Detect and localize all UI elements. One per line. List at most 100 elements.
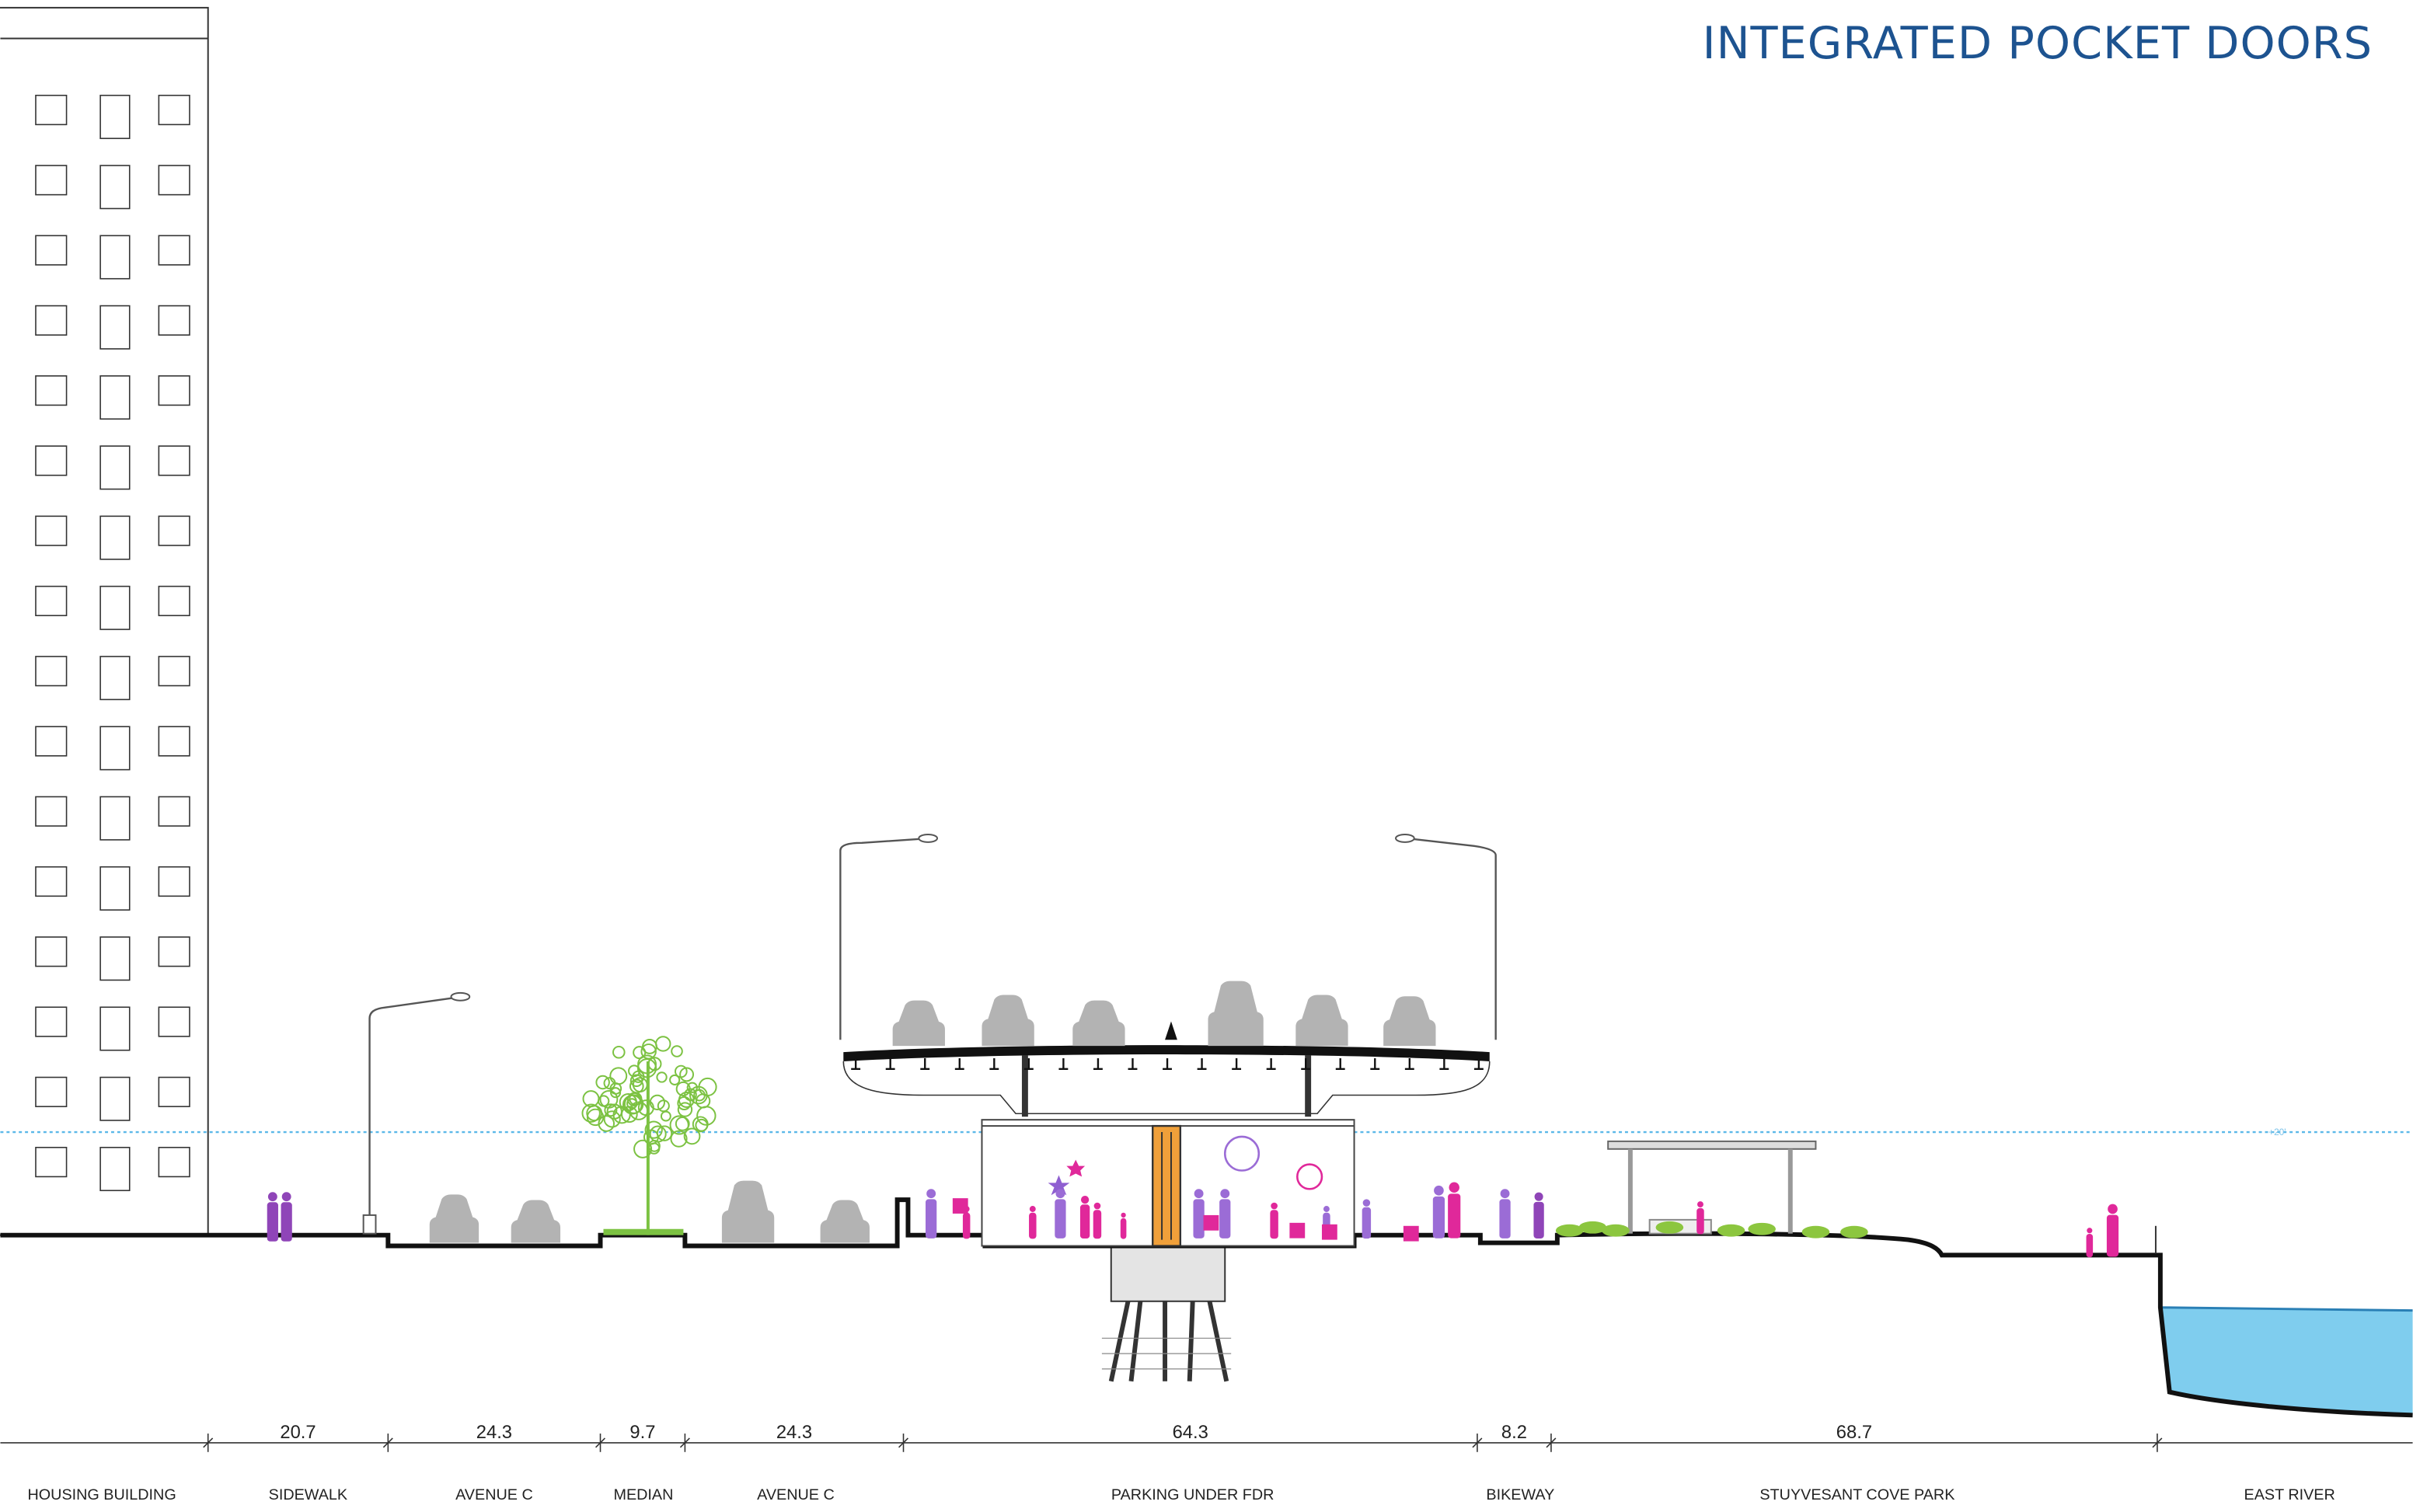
leaf (626, 1092, 641, 1106)
dimension-tick (1546, 1437, 1557, 1448)
person (2086, 1233, 2094, 1258)
window (35, 656, 68, 687)
window (158, 585, 190, 617)
car (1208, 981, 1264, 1047)
window (35, 305, 68, 336)
window (35, 1147, 68, 1178)
section-labels: HOUSING BUILDING SIDEWALK 20.7 AVENUE C 24.3… (27, 1422, 2335, 1503)
leaf (623, 1094, 644, 1114)
rib (1163, 1058, 1172, 1071)
window (35, 94, 68, 126)
leaf (647, 1142, 661, 1155)
rib (851, 1058, 861, 1071)
person (1120, 1218, 1127, 1239)
person (2106, 1214, 2119, 1257)
leaf (633, 1139, 653, 1158)
leaf (670, 1130, 688, 1148)
leaf (610, 1087, 622, 1099)
leaf (586, 1108, 605, 1127)
window (158, 1006, 190, 1037)
window (99, 94, 131, 139)
leaf (677, 1102, 693, 1117)
person (1029, 1212, 1037, 1239)
housing-building (0, 6, 209, 1236)
rib (1301, 1058, 1311, 1071)
leaf (644, 1120, 663, 1139)
fdr-highway (839, 833, 1497, 1117)
person (1079, 1204, 1090, 1239)
window (35, 375, 68, 406)
leaf (660, 1110, 671, 1122)
seat (1321, 1224, 1337, 1240)
seat (952, 1198, 968, 1214)
leaf (696, 1093, 711, 1109)
window (35, 796, 68, 827)
section-label: EAST RIVER (2244, 1486, 2335, 1503)
person (1093, 1202, 1101, 1210)
foundation (1101, 1245, 1232, 1382)
park-shelter-part (1787, 1148, 1793, 1234)
shrub (1840, 1225, 1868, 1239)
window (158, 866, 190, 897)
leaf (632, 1070, 645, 1083)
rib (1439, 1058, 1449, 1071)
section-label: HOUSING BUILDING (27, 1486, 176, 1503)
rib (920, 1058, 930, 1071)
shrub (1748, 1222, 1776, 1235)
leaf (679, 1067, 695, 1082)
section-label: AVENUE C (757, 1486, 835, 1503)
park-shelter (1607, 1140, 1817, 1235)
leaf (621, 1106, 638, 1124)
foundation-part (1101, 1337, 1232, 1370)
section-dimension: 8.2 (1501, 1422, 1527, 1443)
window (99, 656, 131, 701)
fdr-highway-part (1305, 1055, 1312, 1117)
shrub (1602, 1224, 1630, 1237)
window (99, 235, 131, 280)
water-part (2160, 1306, 2413, 1312)
cars (429, 981, 1436, 1243)
section-label: AVENUE C (455, 1486, 533, 1503)
person (1029, 1206, 1036, 1212)
leaf (629, 1101, 649, 1120)
window (158, 796, 190, 827)
fdr-highway-part (1406, 837, 1497, 1040)
person (267, 1192, 277, 1202)
rib (1128, 1058, 1138, 1071)
car (982, 995, 1034, 1047)
car (511, 1200, 561, 1243)
section-label: MEDIAN (613, 1486, 673, 1503)
dimension-tick (382, 1437, 393, 1448)
window (99, 796, 131, 841)
person (1323, 1206, 1330, 1212)
window (99, 305, 131, 350)
shrubs (1555, 1221, 1868, 1239)
person (1500, 1189, 1510, 1199)
leaf (657, 1099, 670, 1113)
deck-ribs (851, 1058, 1484, 1071)
car (1295, 995, 1348, 1047)
person (962, 1212, 971, 1239)
person (1219, 1199, 1231, 1239)
leaf (636, 1058, 657, 1078)
window (158, 726, 190, 757)
pavilion-part (1296, 1163, 1323, 1190)
rib (1370, 1058, 1380, 1071)
person (1696, 1207, 1704, 1235)
section-label: STUYVESANT COVE PARK (1759, 1486, 1954, 1503)
person (1270, 1210, 1278, 1239)
planter-grass (603, 1228, 684, 1235)
street-lamp-part (450, 991, 471, 1002)
person (1434, 1185, 1444, 1196)
window (35, 235, 68, 266)
section-dimension: 9.7 (629, 1422, 655, 1443)
person (1362, 1199, 1371, 1207)
rib (1197, 1058, 1207, 1071)
fdr-highway-part (839, 837, 930, 1040)
leaf (609, 1067, 628, 1085)
window (158, 1076, 190, 1107)
person (1194, 1189, 1204, 1199)
fdr-highway-part (843, 1045, 1490, 1061)
person (2087, 1228, 2093, 1234)
window (99, 1076, 131, 1121)
